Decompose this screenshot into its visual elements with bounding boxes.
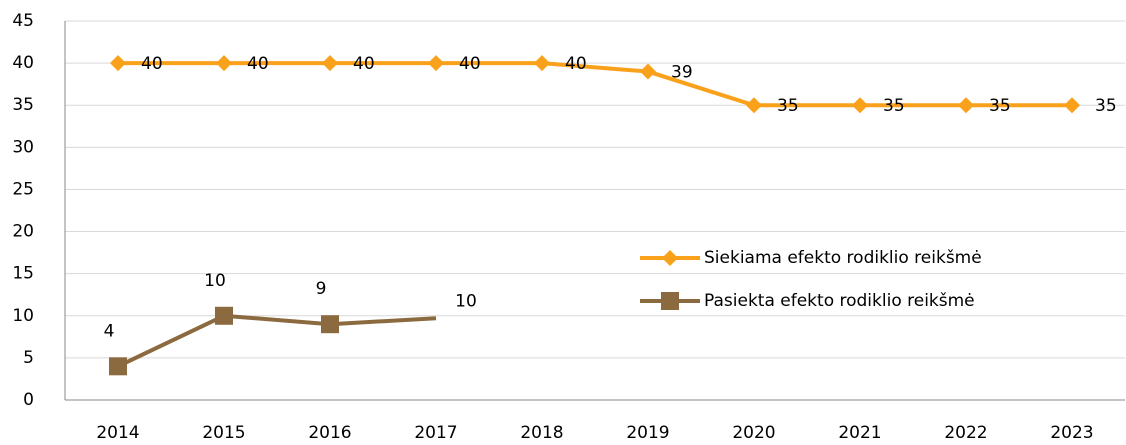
x-tick-label: 2019 (626, 423, 669, 443)
x-tick-label: 2014 (96, 423, 139, 443)
series-line (117, 313, 437, 369)
point-marker (746, 97, 762, 114)
data-label: 39 (671, 63, 693, 83)
data-label: 40 (459, 54, 481, 74)
legend-marker (662, 250, 678, 266)
point-marker (958, 97, 974, 114)
data-label: 10 (204, 271, 226, 291)
y-tick-label: 20 (12, 222, 34, 242)
y-tick-label: 40 (12, 53, 34, 73)
point-marker (216, 55, 232, 72)
x-tick-label: 2022 (944, 423, 987, 443)
y-tick-label: 10 (12, 306, 34, 326)
y-tick-label: 45 (12, 11, 34, 31)
y-tick-label: 25 (12, 179, 34, 199)
point-marker (1064, 97, 1080, 114)
legend-label: Pasiekta efekto rodiklio reikšmė (704, 291, 975, 311)
data-label: 40 (247, 54, 269, 74)
point-marker (110, 55, 126, 72)
x-tick-label: 2016 (308, 423, 351, 443)
data-label: 35 (777, 96, 799, 116)
point-marker (428, 55, 444, 72)
y-tick-label: 15 (12, 264, 34, 284)
x-tick-label: 2018 (520, 423, 563, 443)
point-marker (640, 63, 656, 80)
point-marker (852, 97, 868, 114)
y-tick-label: 5 (23, 348, 34, 368)
y-tick-label: 35 (12, 95, 34, 115)
data-label: 40 (565, 54, 587, 74)
point-marker (321, 315, 339, 334)
data-label: 10 (455, 291, 477, 311)
x-tick-label: 2021 (838, 423, 881, 443)
data-label: 35 (989, 96, 1011, 116)
data-label: 35 (1095, 96, 1117, 116)
point-marker (322, 55, 338, 72)
legend-label: Siekiama efekto rodiklio reikšmė (704, 248, 982, 268)
y-tick-label: 30 (12, 137, 34, 157)
x-tick-label: 2017 (414, 423, 457, 443)
data-label: 9 (316, 279, 327, 299)
point-marker (534, 55, 550, 72)
data-label: 35 (883, 96, 905, 116)
data-label: 40 (353, 54, 375, 74)
point-marker (109, 357, 127, 376)
legend-marker (661, 292, 679, 310)
x-tick-label: 2015 (202, 423, 245, 443)
x-tick-label: 2020 (732, 423, 775, 443)
data-label: 4 (104, 321, 115, 341)
data-label: 40 (141, 54, 163, 74)
point-marker (215, 306, 233, 325)
x-tick-label: 2023 (1050, 423, 1093, 443)
series-line (118, 61, 1072, 108)
y-tick-label: 0 (23, 390, 34, 410)
